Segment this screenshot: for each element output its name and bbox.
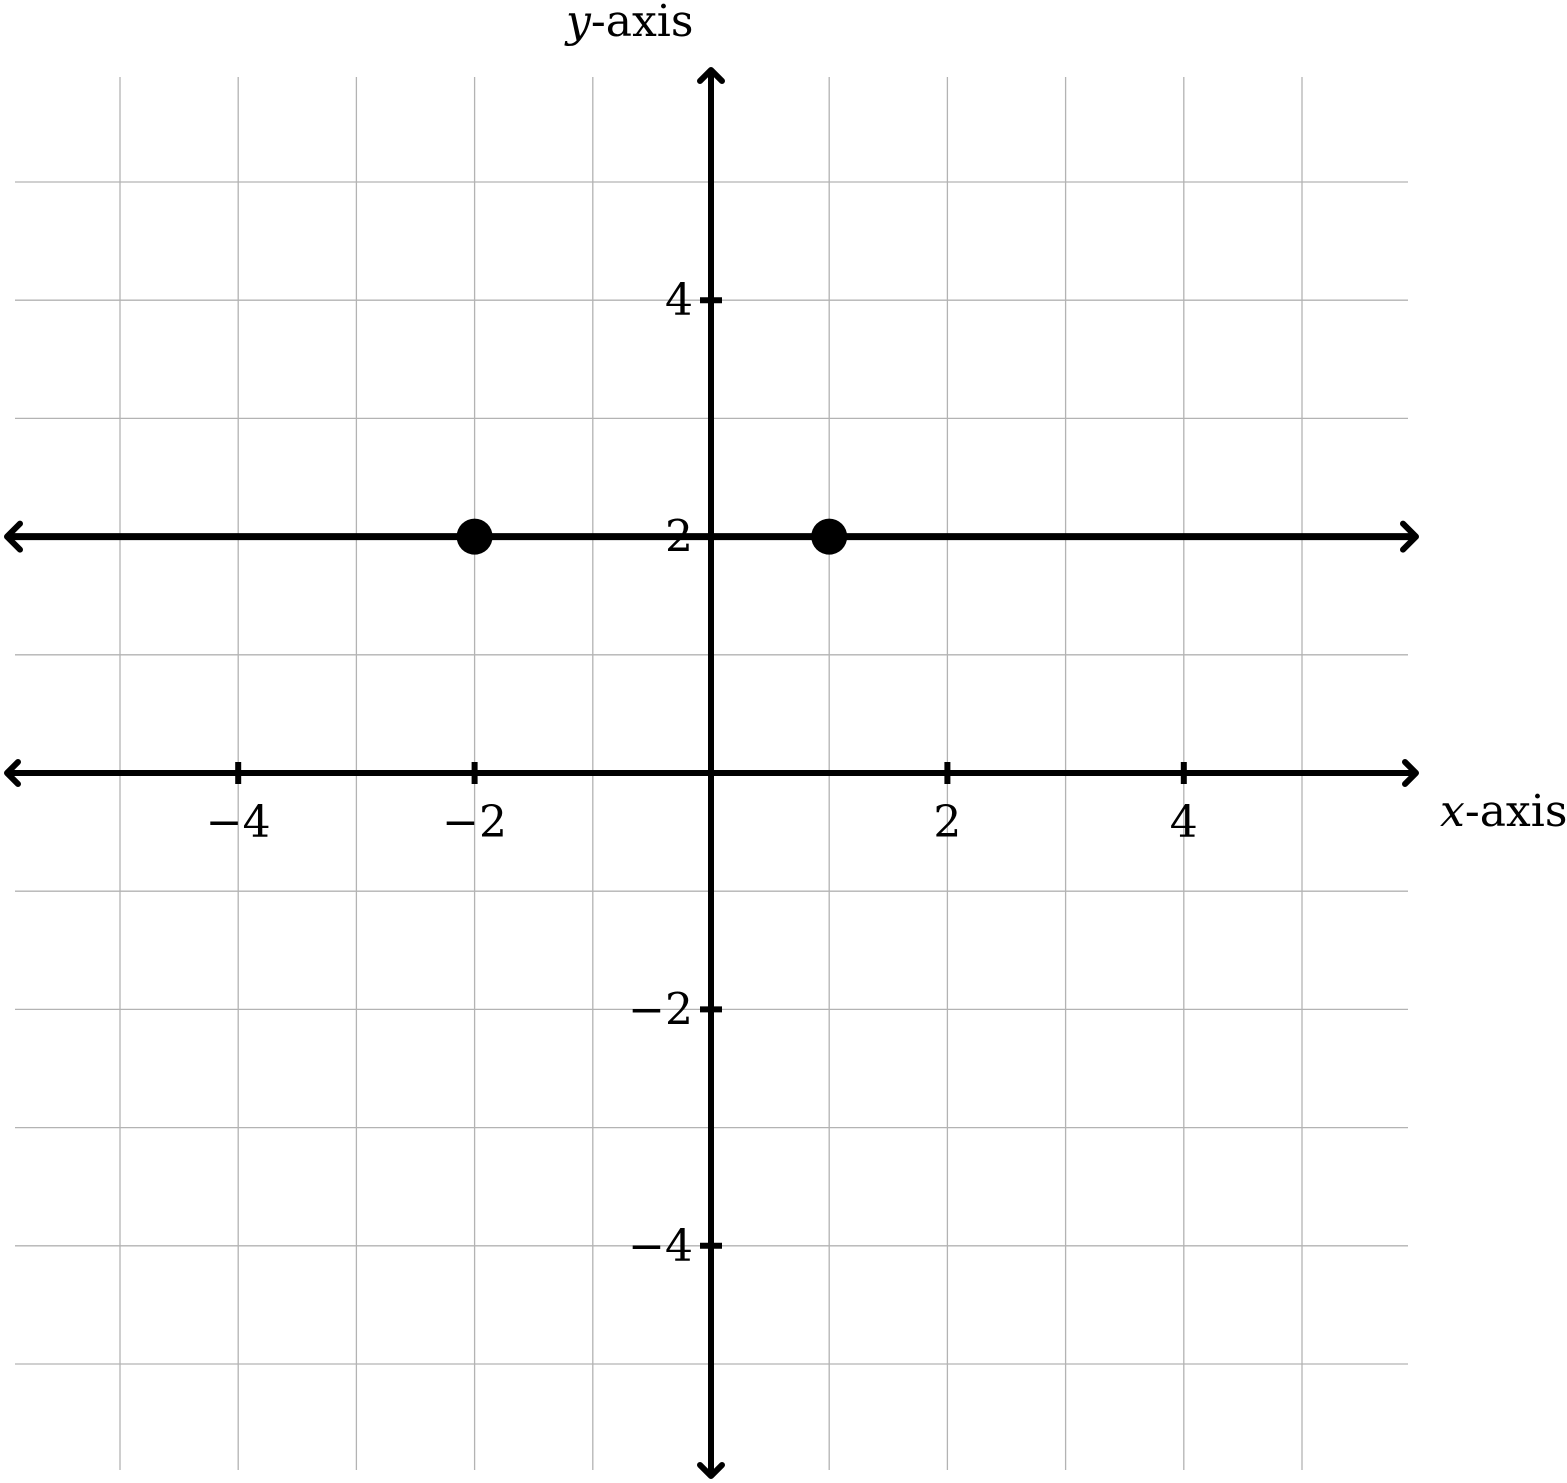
points bbox=[456, 518, 848, 555]
y-axis-top-arrow bbox=[697, 67, 725, 84]
y-axis-label: y-axis bbox=[564, 0, 693, 47]
x-tick-label: −4 bbox=[206, 797, 271, 848]
y-tick-label: −2 bbox=[628, 984, 693, 1035]
y-axis-label-suffix: -axis bbox=[591, 0, 694, 47]
x-tick-label: 2 bbox=[933, 797, 961, 848]
series-left-arrow bbox=[4, 520, 23, 553]
x-axis-label: x-axis bbox=[1440, 786, 1567, 837]
series-right-arrow bbox=[1400, 520, 1419, 553]
x-axis-left-arrow bbox=[4, 759, 21, 787]
y-axis-label-var: y bbox=[564, 0, 592, 47]
x-tick-label: −2 bbox=[442, 797, 507, 848]
series bbox=[4, 520, 1419, 553]
x-tick-label: 4 bbox=[1170, 797, 1198, 848]
y-tick-label: −4 bbox=[628, 1221, 693, 1272]
x-axis-right-arrow bbox=[1402, 759, 1419, 787]
y-tick-label: 2 bbox=[665, 512, 693, 563]
y-axis-bottom-arrow bbox=[697, 1462, 725, 1479]
x-axis-label-var: x bbox=[1440, 786, 1465, 837]
data-point bbox=[456, 518, 493, 555]
axes bbox=[4, 67, 1419, 1479]
x-axis-label-suffix: -axis bbox=[1465, 786, 1567, 837]
y-tick-label: 4 bbox=[665, 275, 693, 326]
data-point bbox=[811, 518, 848, 555]
